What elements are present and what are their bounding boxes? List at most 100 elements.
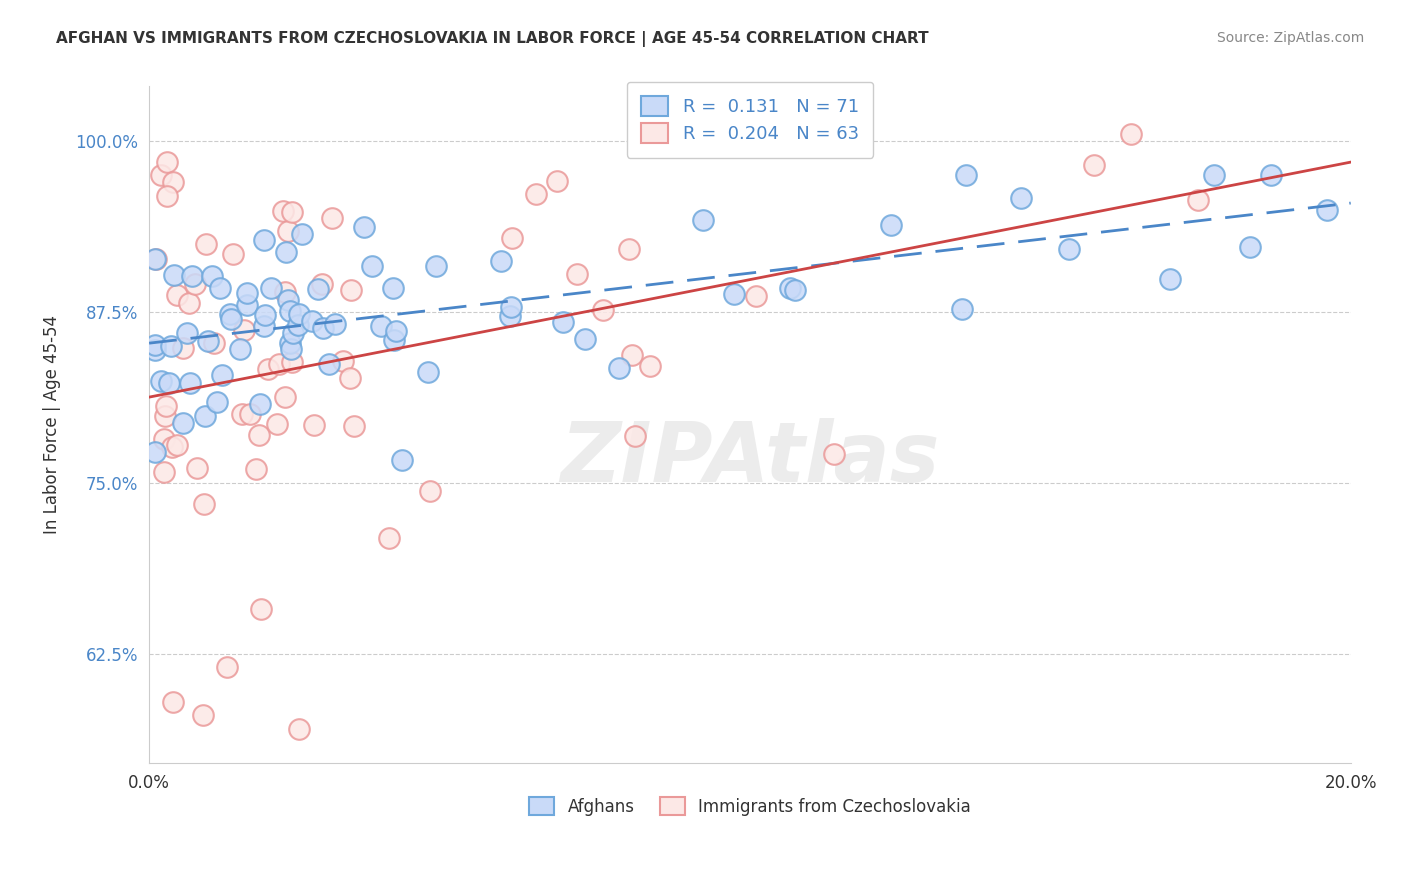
Point bbox=[274, 390, 297, 404]
Point bbox=[1187, 193, 1209, 207]
Point bbox=[288, 722, 311, 736]
Point bbox=[489, 254, 512, 268]
Point bbox=[385, 324, 408, 338]
Point bbox=[955, 168, 977, 182]
Point bbox=[179, 376, 201, 390]
Point bbox=[360, 259, 382, 273]
Point bbox=[236, 298, 259, 312]
Point bbox=[184, 277, 207, 291]
Point bbox=[277, 224, 299, 238]
Point bbox=[617, 243, 640, 257]
Point bbox=[353, 220, 375, 235]
Point bbox=[301, 314, 323, 328]
Point bbox=[551, 316, 574, 330]
Point bbox=[574, 332, 596, 346]
Point bbox=[370, 318, 392, 333]
Point bbox=[202, 335, 225, 350]
Point bbox=[221, 311, 243, 326]
Point bbox=[280, 204, 302, 219]
Point bbox=[779, 281, 801, 295]
Point bbox=[499, 300, 522, 314]
Text: AFGHAN VS IMMIGRANTS FROM CZECHOSLOVAKIA IN LABOR FORCE | AGE 45-54 CORRELATION : AFGHAN VS IMMIGRANTS FROM CZECHOSLOVAKIA… bbox=[56, 31, 929, 47]
Point bbox=[624, 428, 647, 442]
Y-axis label: In Labor Force | Age 45-54: In Labor Force | Age 45-54 bbox=[44, 315, 60, 534]
Point bbox=[231, 408, 253, 422]
Point bbox=[150, 375, 173, 389]
Point bbox=[273, 204, 295, 219]
Point bbox=[172, 416, 194, 430]
Point bbox=[152, 432, 174, 446]
Point bbox=[950, 302, 973, 317]
Point bbox=[1010, 191, 1032, 205]
Point bbox=[155, 399, 177, 413]
Point bbox=[247, 428, 270, 442]
Point bbox=[823, 447, 845, 461]
Point bbox=[221, 247, 243, 261]
Point bbox=[312, 321, 335, 335]
Point bbox=[195, 237, 218, 252]
Point bbox=[287, 307, 309, 321]
Point bbox=[176, 326, 198, 340]
Point bbox=[253, 319, 276, 334]
Point bbox=[274, 285, 297, 299]
Point bbox=[291, 227, 314, 241]
Point bbox=[156, 154, 179, 169]
Point bbox=[163, 268, 186, 282]
Point bbox=[180, 268, 202, 283]
Point bbox=[638, 359, 661, 373]
Point bbox=[277, 293, 299, 308]
Point bbox=[162, 175, 184, 189]
Point bbox=[207, 394, 229, 409]
Point bbox=[339, 283, 361, 297]
Point bbox=[143, 343, 166, 358]
Legend: Afghans, Immigrants from Czechoslovakia: Afghans, Immigrants from Czechoslovakia bbox=[523, 790, 977, 822]
Point bbox=[524, 187, 547, 202]
Point bbox=[152, 465, 174, 479]
Point bbox=[150, 168, 173, 182]
Point bbox=[281, 326, 304, 340]
Point bbox=[607, 360, 630, 375]
Point bbox=[236, 286, 259, 301]
Point bbox=[546, 174, 568, 188]
Point bbox=[501, 230, 523, 244]
Point bbox=[499, 310, 522, 324]
Point bbox=[197, 334, 219, 348]
Point bbox=[318, 357, 340, 371]
Point bbox=[1260, 168, 1282, 182]
Point bbox=[160, 339, 183, 353]
Point bbox=[307, 283, 329, 297]
Point bbox=[249, 397, 271, 411]
Point bbox=[321, 211, 343, 226]
Point bbox=[166, 288, 188, 302]
Point bbox=[260, 281, 283, 295]
Point bbox=[157, 376, 180, 390]
Point bbox=[742, 127, 765, 141]
Point bbox=[1083, 158, 1105, 172]
Point bbox=[880, 219, 903, 233]
Point bbox=[238, 407, 260, 421]
Point bbox=[565, 267, 588, 281]
Point bbox=[250, 602, 273, 616]
Point bbox=[378, 531, 401, 545]
Point bbox=[723, 286, 745, 301]
Point bbox=[245, 461, 267, 475]
Point bbox=[382, 334, 405, 348]
Point bbox=[143, 445, 166, 459]
Point bbox=[201, 269, 224, 284]
Point bbox=[280, 342, 302, 356]
Point bbox=[302, 417, 325, 432]
Point bbox=[229, 343, 252, 357]
Point bbox=[287, 318, 309, 332]
Point bbox=[253, 309, 276, 323]
Point bbox=[166, 438, 188, 452]
Point bbox=[419, 484, 441, 499]
Point bbox=[193, 409, 215, 423]
Point bbox=[425, 260, 447, 274]
Point bbox=[692, 212, 714, 227]
Point bbox=[177, 296, 200, 310]
Point bbox=[381, 281, 404, 295]
Point bbox=[193, 497, 215, 511]
Point bbox=[232, 323, 254, 337]
Point bbox=[156, 188, 179, 202]
Point bbox=[1159, 271, 1181, 285]
